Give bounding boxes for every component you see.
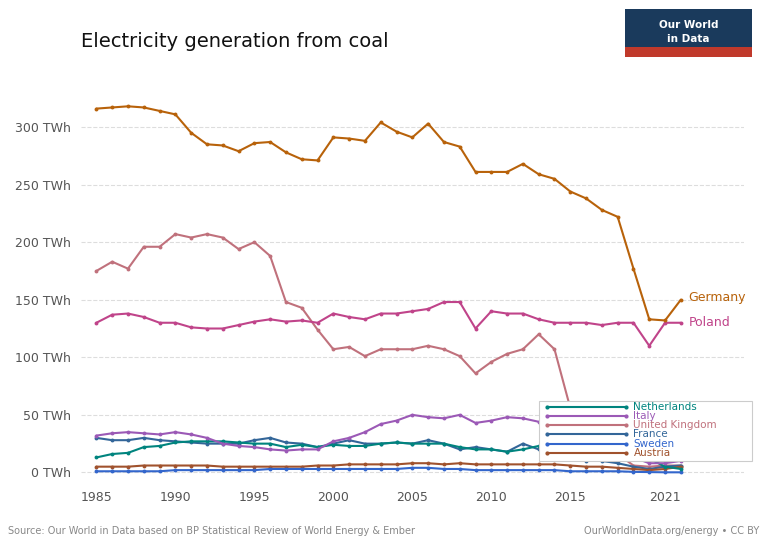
Text: OurWorldInData.org/energy • CC BY: OurWorldInData.org/energy • CC BY xyxy=(584,526,759,536)
Text: Our World
in Data: Our World in Data xyxy=(659,21,718,44)
Text: France: France xyxy=(634,430,668,439)
Text: Source: Our World in Data based on BP Statistical Review of World Energy & Ember: Source: Our World in Data based on BP St… xyxy=(8,526,415,536)
Text: Electricity generation from coal: Electricity generation from coal xyxy=(81,32,388,51)
Text: Poland: Poland xyxy=(689,316,730,329)
Text: Italy: Italy xyxy=(634,411,656,421)
Text: Germany: Germany xyxy=(689,291,746,304)
Text: Austria: Austria xyxy=(634,448,670,458)
Text: Sweden: Sweden xyxy=(634,439,675,448)
FancyBboxPatch shape xyxy=(538,401,752,461)
Text: Netherlands: Netherlands xyxy=(634,402,697,412)
Text: United Kingdom: United Kingdom xyxy=(634,420,717,430)
